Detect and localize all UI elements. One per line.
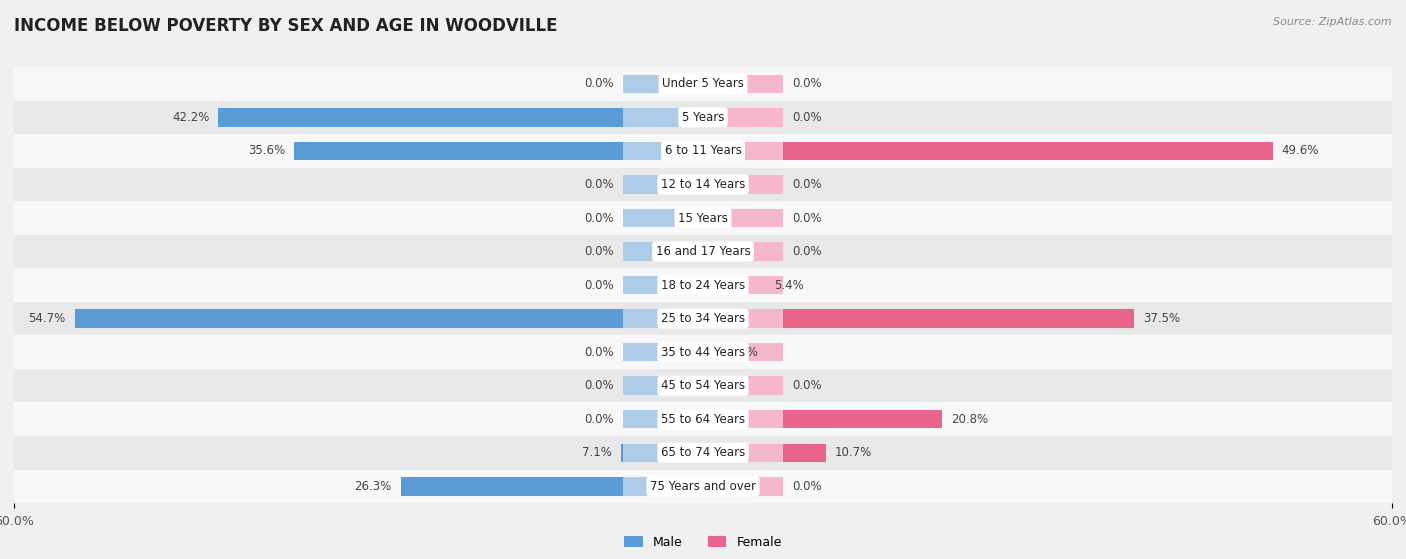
Text: 0.0%: 0.0% (793, 77, 823, 91)
Bar (703, 276, 765, 294)
Bar (703, 377, 783, 395)
Bar (703, 74, 783, 93)
Text: 37.5%: 37.5% (1143, 312, 1180, 325)
Bar (14, 268, 1392, 302)
Bar (14, 335, 1392, 369)
Bar (294, 142, 703, 160)
Bar (14, 436, 1392, 470)
Text: 25 to 34 Years: 25 to 34 Years (661, 312, 745, 325)
Bar (623, 243, 703, 260)
Text: 0.0%: 0.0% (793, 211, 823, 225)
Text: INCOME BELOW POVERTY BY SEX AND AGE IN WOODVILLE: INCOME BELOW POVERTY BY SEX AND AGE IN W… (14, 17, 558, 35)
Text: 0.0%: 0.0% (583, 379, 613, 392)
Bar (623, 343, 703, 361)
Text: 10.7%: 10.7% (835, 446, 872, 459)
Bar (703, 276, 783, 294)
Bar (703, 142, 783, 160)
Text: 45 to 54 Years: 45 to 54 Years (661, 379, 745, 392)
Bar (75, 310, 703, 328)
Text: 42.2%: 42.2% (172, 111, 209, 124)
Text: 5 Years: 5 Years (682, 111, 724, 124)
Text: 0.0%: 0.0% (583, 211, 613, 225)
Bar (14, 168, 1392, 201)
Text: 65 to 74 Years: 65 to 74 Years (661, 446, 745, 459)
Bar (218, 108, 703, 126)
Text: 54.7%: 54.7% (28, 312, 66, 325)
Text: 55 to 64 Years: 55 to 64 Years (661, 413, 745, 426)
Text: 26.3%: 26.3% (354, 480, 392, 493)
Bar (703, 310, 783, 328)
Text: 0.0%: 0.0% (793, 480, 823, 493)
Bar (623, 310, 703, 328)
Bar (401, 477, 703, 496)
Text: 20.8%: 20.8% (950, 413, 988, 426)
Text: 0.0%: 0.0% (793, 379, 823, 392)
Bar (703, 477, 783, 496)
Bar (703, 343, 718, 361)
Bar (623, 74, 703, 93)
Bar (623, 142, 703, 160)
Bar (14, 235, 1392, 268)
Bar (703, 175, 783, 193)
Text: 0.0%: 0.0% (583, 345, 613, 359)
Text: 0.0%: 0.0% (583, 413, 613, 426)
Text: 0.0%: 0.0% (583, 178, 613, 191)
Text: 49.6%: 49.6% (1282, 144, 1319, 158)
Text: 0.0%: 0.0% (793, 245, 823, 258)
Bar (623, 108, 703, 126)
Text: 0.0%: 0.0% (583, 77, 613, 91)
Bar (623, 209, 703, 227)
Bar (703, 444, 783, 462)
Bar (14, 402, 1392, 436)
Text: Under 5 Years: Under 5 Years (662, 77, 744, 91)
Text: 0.0%: 0.0% (583, 278, 613, 292)
Bar (623, 444, 703, 462)
Bar (623, 276, 703, 294)
Text: 12 to 14 Years: 12 to 14 Years (661, 178, 745, 191)
Bar (621, 444, 703, 462)
Bar (14, 201, 1392, 235)
Bar (703, 444, 825, 462)
Text: 35.6%: 35.6% (247, 144, 285, 158)
Bar (703, 310, 1133, 328)
Text: 15 Years: 15 Years (678, 211, 728, 225)
Bar (14, 101, 1392, 134)
Bar (623, 410, 703, 428)
Text: 1.4%: 1.4% (728, 345, 758, 359)
Text: 0.0%: 0.0% (793, 111, 823, 124)
Bar (703, 209, 783, 227)
Text: 5.4%: 5.4% (775, 278, 804, 292)
Text: 0.0%: 0.0% (793, 178, 823, 191)
Text: 7.1%: 7.1% (582, 446, 612, 459)
Text: 6 to 11 Years: 6 to 11 Years (665, 144, 741, 158)
Text: 18 to 24 Years: 18 to 24 Years (661, 278, 745, 292)
Bar (14, 134, 1392, 168)
Text: Source: ZipAtlas.com: Source: ZipAtlas.com (1274, 17, 1392, 27)
Legend: Male, Female: Male, Female (624, 536, 782, 549)
Bar (703, 410, 942, 428)
Bar (703, 343, 783, 361)
Text: 35 to 44 Years: 35 to 44 Years (661, 345, 745, 359)
Bar (703, 108, 783, 126)
Bar (703, 410, 783, 428)
Bar (623, 477, 703, 496)
Bar (703, 142, 1272, 160)
Bar (14, 470, 1392, 503)
Bar (14, 369, 1392, 402)
Bar (703, 243, 783, 260)
Bar (623, 377, 703, 395)
Bar (14, 302, 1392, 335)
Text: 16 and 17 Years: 16 and 17 Years (655, 245, 751, 258)
Bar (14, 67, 1392, 101)
Text: 0.0%: 0.0% (583, 245, 613, 258)
Text: 75 Years and over: 75 Years and over (650, 480, 756, 493)
Bar (623, 175, 703, 193)
